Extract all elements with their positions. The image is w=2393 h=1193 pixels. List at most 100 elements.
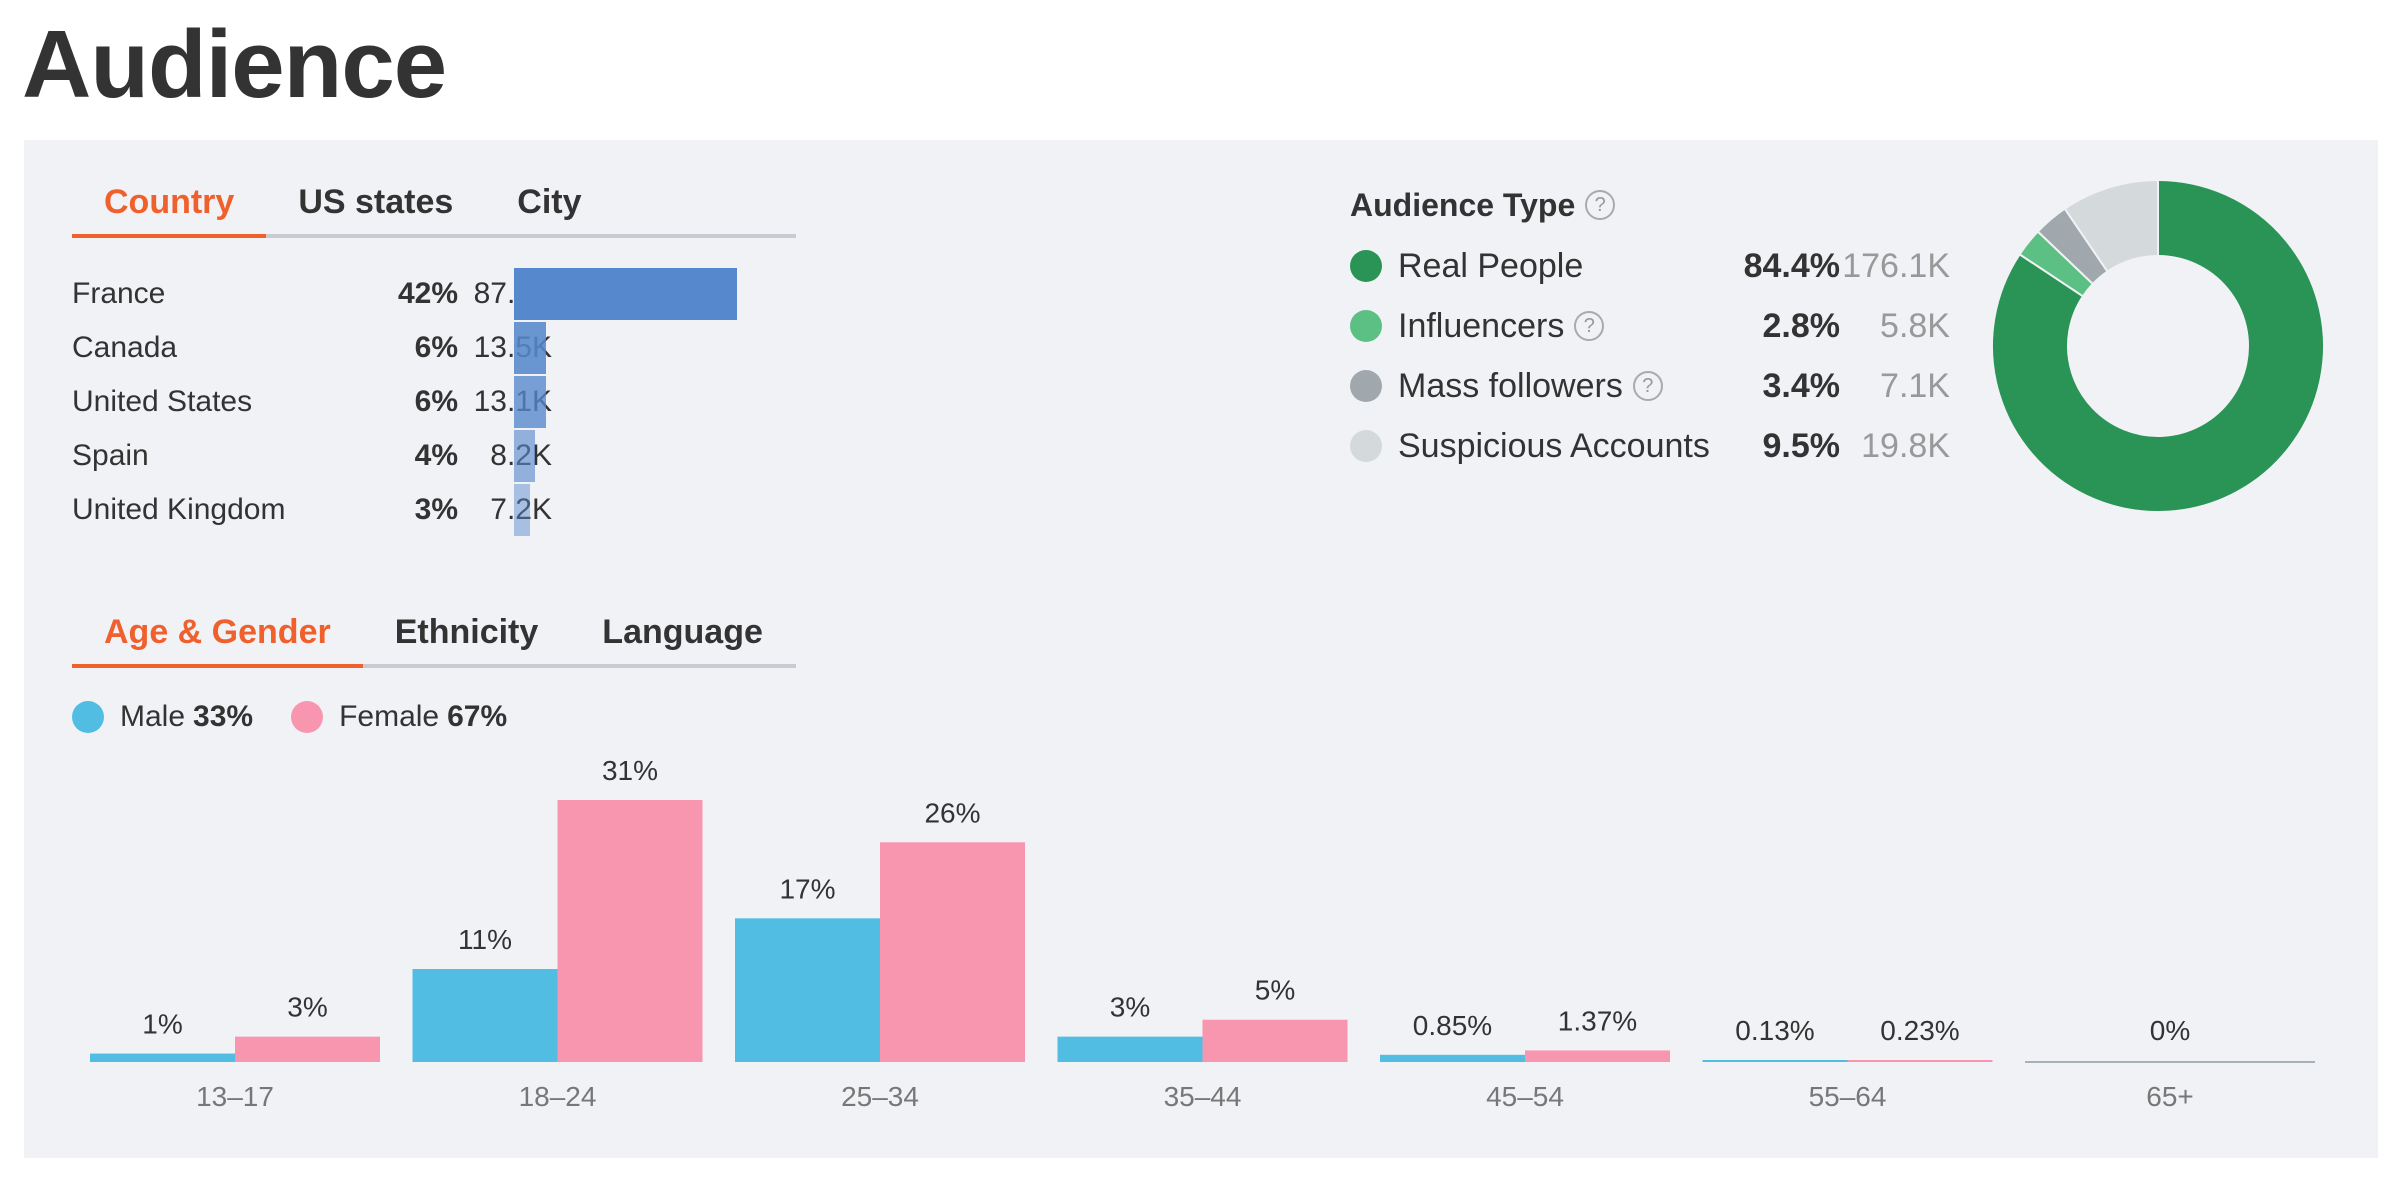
female-bar	[235, 1036, 380, 1062]
country-name: Canada	[72, 331, 178, 364]
age-gender-bar-chart: 1% 3% 13–17 11% 31% 18–24 17% 26% 25–34 3% 5% 35–44…	[90, 755, 2315, 1112]
tab-ethnicity[interactable]: Ethnicity	[394, 613, 539, 651]
male-bar	[1057, 1036, 1203, 1062]
tab-us-states[interactable]: US states	[298, 183, 454, 221]
bar-value-label: 26%	[924, 797, 980, 828]
gender-legend: Male 33% Female 67%	[72, 695, 545, 739]
audience-type-item-label: Mass followers?	[1398, 356, 1663, 416]
male-bar	[1702, 1060, 1848, 1062]
country-name: France	[72, 277, 166, 310]
bar-value-label: 17%	[779, 873, 835, 904]
demographics-tabs: Age & Gender Ethnicity Language	[72, 610, 796, 668]
male-bar	[735, 918, 880, 1062]
audience-type-percent: 2.8%	[1762, 307, 1841, 345]
audience-type-count: 5.8K	[1880, 307, 1950, 345]
country-bar	[514, 268, 737, 320]
x-tick-label: 25–34	[841, 1081, 919, 1112]
tab-age-gender[interactable]: Age & Gender	[72, 610, 363, 668]
country-name: United Kingdom	[72, 493, 286, 526]
male-bar	[90, 1053, 235, 1062]
x-tick-label: 55–64	[1809, 1081, 1887, 1112]
audience-type-row: Mass followers? 3.4% 7.1K	[1350, 356, 1950, 416]
bar-value-label: 11%	[458, 924, 512, 955]
country-row: United States 6% 13.1K	[72, 376, 552, 428]
male-percent: 33%	[193, 700, 254, 733]
question-mark-icon[interactable]: ?	[1632, 371, 1663, 401]
bar-value-label: 5%	[1255, 975, 1295, 1006]
audience-type-item-label: Real People	[1398, 247, 1584, 285]
legend-female: Female 67%	[291, 695, 507, 739]
audience-type-row: Influencers? 2.8% 5.8K	[1350, 296, 1950, 356]
country-bar	[514, 484, 530, 536]
audience-type-item-label: Suspicious Accounts	[1398, 427, 1710, 465]
tab-city[interactable]: City	[517, 183, 582, 221]
page-title: Audience	[22, 11, 447, 118]
tab-language[interactable]: Language	[602, 613, 763, 651]
country-bar	[514, 430, 536, 482]
male-label: Male	[120, 700, 186, 733]
country-percent: 3%	[414, 493, 458, 526]
female-label: Female	[339, 700, 440, 733]
audience-type-count: 7.1K	[1880, 367, 1950, 405]
legend-male: Male 33%	[72, 695, 253, 739]
question-mark-icon[interactable]: ?	[1574, 311, 1605, 341]
female-bar	[1525, 1050, 1670, 1062]
audience-type-row: Suspicious Accounts 9.5% 19.8K	[1350, 416, 1950, 476]
audience-type-percent: 9.5%	[1762, 427, 1841, 465]
legend-dot	[1350, 310, 1382, 342]
female-bar	[1847, 1060, 1993, 1062]
x-tick-label: 13–17	[196, 1081, 274, 1112]
legend-dot	[1350, 250, 1382, 282]
donut-slice	[1991, 178, 2325, 513]
question-mark-icon[interactable]: ?	[1585, 190, 1616, 220]
country-bar	[514, 322, 546, 374]
country-name: Spain	[72, 439, 149, 472]
country-row: United Kingdom 3% 7.2K	[72, 484, 552, 536]
country-bar	[514, 376, 546, 428]
donut-slice	[2063, 178, 2159, 273]
x-tick-label: 18–24	[519, 1081, 597, 1112]
bar-value-label: 0.85%	[1413, 1010, 1492, 1041]
bar-value-label: 3%	[1110, 992, 1150, 1023]
female-dot	[291, 701, 324, 733]
bar-value-label: 0.13%	[1735, 1015, 1814, 1046]
country-row: Canada 6% 13.5K	[72, 322, 552, 374]
bar-value-label: 3%	[287, 992, 327, 1023]
country-percent: 4%	[414, 439, 458, 472]
country-count: 7.2K	[490, 493, 552, 526]
bar-value-label: 1%	[142, 1009, 182, 1040]
bar-value-label: 31%	[602, 755, 658, 786]
x-tick-label: 45–54	[1486, 1081, 1564, 1112]
country-percent: 42%	[397, 277, 458, 310]
audience-type-donut-chart	[1991, 178, 2325, 513]
legend-dot	[1350, 430, 1382, 462]
legend-dot	[1350, 370, 1382, 402]
bar-value-label: 0.23%	[1880, 1015, 1959, 1046]
audience-type-percent: 84.4%	[1743, 247, 1840, 285]
audience-type-count: 19.8K	[1861, 427, 1950, 465]
male-bar	[1380, 1054, 1525, 1062]
audience-type-item-label: Influencers?	[1398, 296, 1605, 356]
bar-value-label: 1.37%	[1558, 1005, 1637, 1036]
x-tick-label: 35–44	[1164, 1081, 1242, 1112]
x-tick-label: 65+	[2146, 1081, 2194, 1112]
audience-type-percent: 3.4%	[1762, 367, 1841, 405]
audience-type-title: Audience Type ?	[1350, 180, 1616, 230]
country-name: United States	[72, 385, 253, 418]
audience-type-count: 176.1K	[1842, 247, 1950, 285]
country-row: France 42% 87.2K	[72, 268, 552, 320]
tab-country[interactable]: Country	[72, 180, 267, 238]
female-bar	[880, 842, 1025, 1062]
male-dot	[72, 701, 104, 733]
female-percent: 67%	[447, 700, 508, 733]
audience-type-label: Audience Type	[1350, 187, 1576, 223]
location-tabs: Country US states City	[72, 180, 796, 238]
female-bar	[1202, 1019, 1348, 1062]
female-bar	[557, 800, 703, 1062]
country-percent: 6%	[414, 331, 458, 364]
country-percent: 6%	[414, 385, 458, 418]
bar-value-label: 0%	[2150, 1015, 2190, 1046]
country-row: Spain 4% 8.2K	[72, 430, 552, 482]
male-bar	[412, 969, 558, 1062]
audience-type-row: Real People 84.4% 176.1K	[1350, 236, 1950, 296]
